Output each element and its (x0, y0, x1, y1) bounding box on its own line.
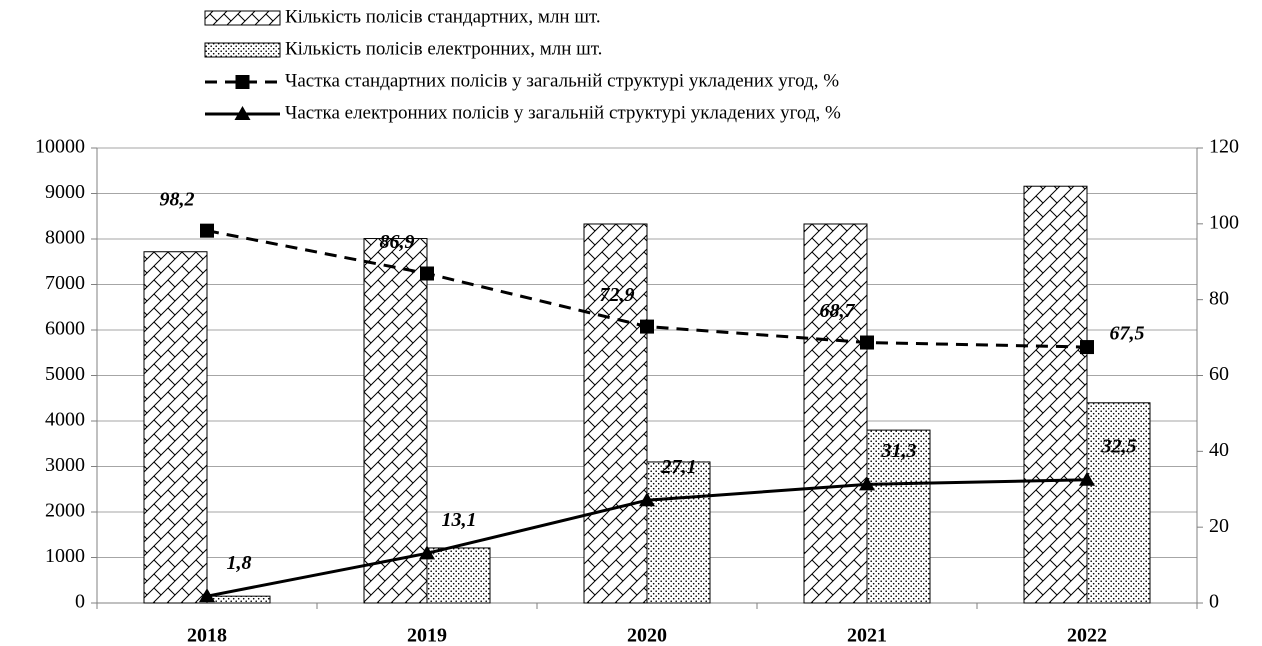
legend-marker (234, 106, 251, 120)
bar (1023, 185, 1088, 604)
bar (646, 461, 711, 604)
bar (1086, 402, 1151, 604)
y2-tick-label: 100 (1209, 211, 1239, 233)
legend-swatch (204, 10, 281, 26)
legend-label: Частка електронних полісів у загальній с… (285, 102, 841, 123)
bar (363, 238, 428, 604)
y-tick-label: 10000 (35, 136, 85, 158)
data-label: 27,1 (661, 456, 697, 478)
legend-label: Частка стандартних полісів у загальній с… (285, 70, 839, 91)
y-tick-label: 3000 (45, 454, 85, 476)
y2-tick-label: 60 (1209, 363, 1229, 385)
marker (860, 335, 874, 350)
data-label: 86,9 (380, 231, 415, 253)
bar (426, 547, 491, 604)
y-tick-label: 5000 (45, 363, 85, 385)
marker (1080, 340, 1094, 355)
data-label: 98,2 (160, 188, 195, 210)
legend-label: Кількість полісів електронних, млн шт. (285, 38, 602, 59)
data-label: 72,9 (600, 284, 635, 306)
x-tick-label: 2021 (847, 625, 887, 646)
data-label: 68,7 (820, 300, 856, 322)
y2-tick-label: 40 (1209, 439, 1229, 461)
bar (803, 223, 868, 604)
x-tick-label: 2022 (1067, 625, 1107, 646)
legend-swatch (204, 42, 281, 58)
y2-tick-label: 80 (1209, 287, 1229, 309)
data-label: 31,3 (881, 440, 917, 462)
data-label: 67,5 (1110, 323, 1145, 345)
marker (639, 492, 655, 507)
x-tick-label: 2020 (627, 625, 667, 646)
y2-tick-label: 120 (1209, 136, 1239, 158)
bar (583, 223, 648, 604)
marker (859, 476, 875, 491)
marker (640, 319, 654, 334)
y-tick-label: 2000 (45, 500, 85, 522)
y-tick-label: 7000 (45, 272, 85, 294)
y-tick-label: 4000 (45, 409, 85, 431)
y-tick-label: 9000 (45, 181, 85, 203)
bar (143, 251, 208, 604)
y-tick-label: 1000 (45, 545, 85, 567)
x-tick-label: 2019 (407, 625, 447, 646)
legend-marker (235, 75, 250, 89)
y-tick-label: 6000 (45, 318, 85, 340)
marker (1079, 471, 1095, 486)
x-tick-label: 2018 (187, 625, 227, 646)
data-label: 32,5 (1101, 435, 1137, 457)
bar (866, 429, 931, 604)
y-tick-label: 8000 (45, 227, 85, 249)
y2-tick-label: 20 (1209, 515, 1229, 537)
bar (206, 595, 271, 604)
marker (419, 545, 435, 560)
data-label: 13,1 (442, 509, 477, 531)
marker (199, 588, 215, 603)
y2-tick-label: 0 (1209, 591, 1219, 613)
y-tick-label: 0 (75, 591, 85, 613)
data-label: 1,8 (227, 552, 252, 574)
legend-label: Кількість полісів стандартних, млн шт. (285, 6, 601, 27)
marker (420, 266, 434, 281)
marker (200, 223, 214, 238)
